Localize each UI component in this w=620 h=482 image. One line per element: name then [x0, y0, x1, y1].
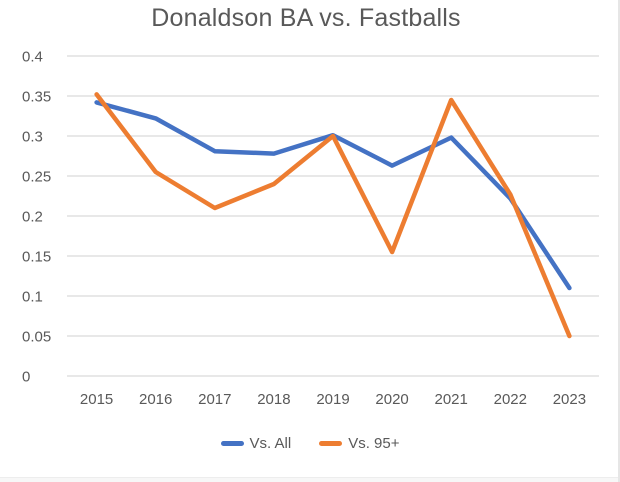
legend: Vs. All Vs. 95+ [0, 435, 618, 452]
y-axis-tick-label: 0.15 [22, 249, 51, 266]
legend-item-vs-95plus: Vs. 95+ [319, 435, 399, 452]
vs-95plus-line-swatch-icon [319, 441, 343, 446]
y-axis-tick-label: 0.2 [22, 209, 43, 226]
y-axis-tick-label: 0.25 [22, 169, 51, 186]
x-axis-tick-label: 2017 [198, 391, 231, 408]
y-axis-tick-label: 0.1 [22, 289, 43, 306]
x-axis-tick-label: 2020 [375, 391, 408, 408]
legend-label-vs-all: Vs. All [249, 435, 292, 452]
y-axis-tick-label: 0.35 [22, 89, 51, 106]
legend-label-vs-95plus: Vs. 95+ [348, 435, 400, 452]
x-axis-tick-label: 2016 [139, 391, 172, 408]
y-axis-tick-label: 0.4 [22, 49, 43, 66]
series-line-vs-all [94, 100, 572, 291]
y-axis-tick-label: 0.05 [22, 329, 51, 346]
chart-title: Donaldson BA vs. Fastballs [151, 4, 461, 32]
x-axis-tick-label: 2019 [316, 391, 349, 408]
series-line-vs-95- [94, 92, 572, 339]
page-bottom-edge [0, 477, 618, 482]
x-axis-tick-label: 2021 [435, 391, 468, 408]
x-axis-tick-label: 2022 [494, 391, 527, 408]
x-axis-tick-label: 2015 [80, 391, 113, 408]
y-axis-tick-label: 0.3 [22, 129, 43, 146]
legend-item-vs-all: Vs. All [220, 435, 292, 452]
x-axis-tick-label: 2023 [553, 391, 586, 408]
vs-all-line-swatch-icon [220, 441, 244, 446]
x-axis-tick-label: 2018 [257, 391, 290, 408]
y-axis-tick-label: 0 [22, 369, 30, 386]
